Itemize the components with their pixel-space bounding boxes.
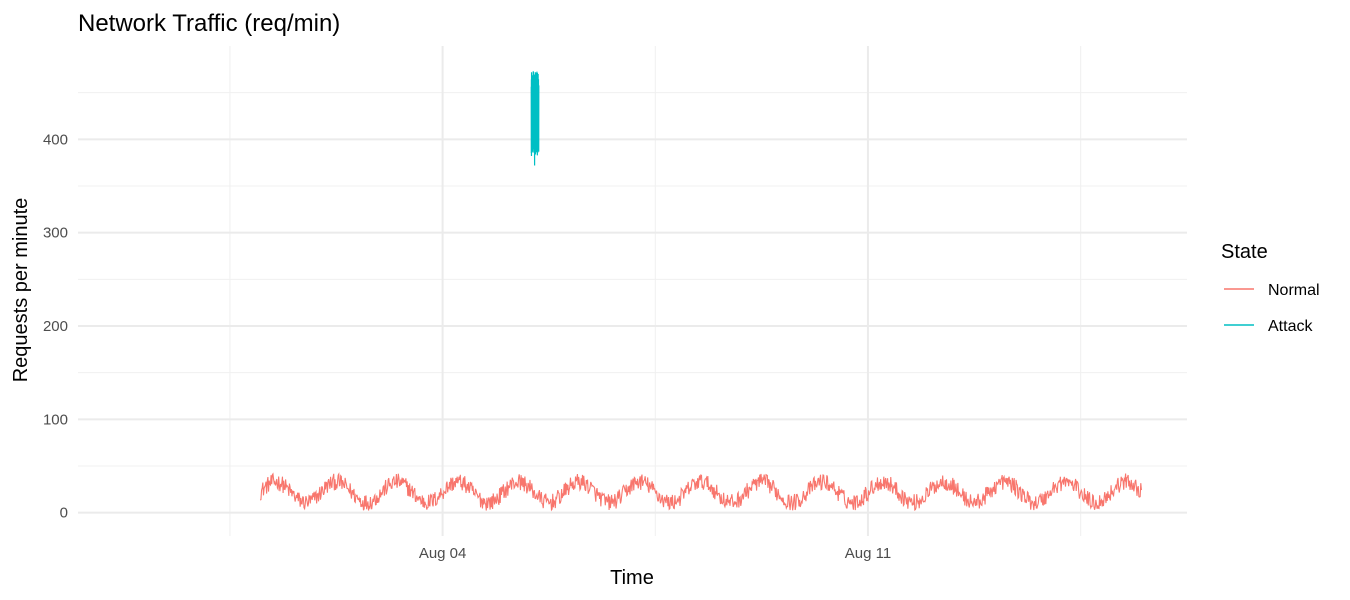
series-attack (530, 71, 540, 166)
legend: State Normal Attack (1221, 241, 1320, 335)
y-tick-label: 200 (43, 318, 68, 335)
y-axis-title: Requests per minute (10, 198, 32, 383)
chart-title: Network Traffic (req/min) (78, 10, 340, 37)
x-axis-title: Time (610, 567, 654, 589)
line-attack (530, 71, 540, 166)
x-tick-label: Aug 04 (419, 545, 467, 562)
y-axis-ticks: 0 100 200 300 400 (43, 131, 68, 521)
x-axis-ticks: Aug 04 Aug 11 (419, 545, 891, 562)
y-tick-label: 300 (43, 225, 68, 242)
series-normal (259, 472, 1142, 512)
legend-label-normal: Normal (1268, 282, 1320, 299)
legend-label-attack: Attack (1268, 318, 1313, 335)
x-tick-label: Aug 11 (845, 545, 891, 562)
y-tick-label: 0 (60, 505, 68, 522)
grid-lines (78, 46, 1187, 536)
y-tick-label: 100 (43, 411, 68, 428)
legend-title: State (1221, 241, 1268, 263)
line-normal (259, 472, 1142, 512)
y-tick-label: 400 (43, 131, 68, 148)
